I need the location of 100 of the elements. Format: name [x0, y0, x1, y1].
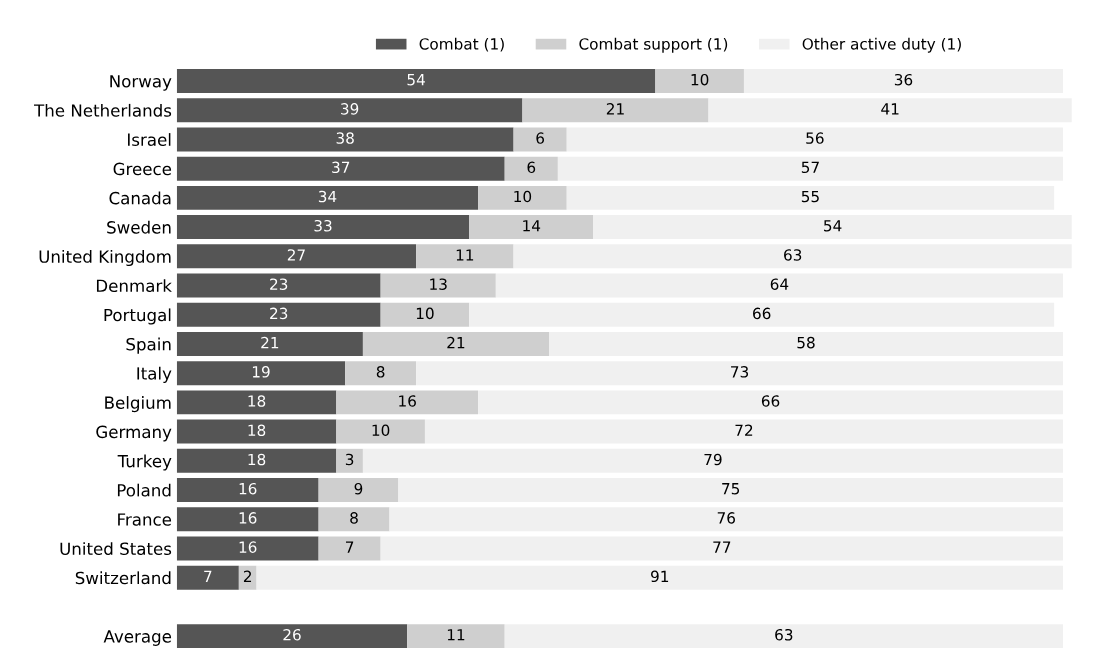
y-tick-label: Portugal — [104, 308, 171, 325]
bar — [495, 273, 1063, 298]
data-label: 6 — [536, 132, 545, 144]
data-label: 18 — [248, 395, 266, 407]
bar — [522, 98, 709, 123]
data-label: 7 — [346, 541, 354, 553]
bar — [504, 156, 558, 181]
bar — [424, 419, 1063, 444]
data-label: 18 — [248, 424, 266, 437]
data-label: 23 — [270, 307, 288, 320]
data-label: 91 — [651, 570, 669, 583]
bar — [549, 331, 1063, 356]
bar — [655, 69, 744, 93]
bar — [557, 156, 1063, 181]
y-tick-label: Denmark — [96, 279, 172, 293]
y-tick-label: Greece — [113, 162, 172, 176]
data-label: 10 — [514, 190, 532, 203]
data-label: 38 — [336, 132, 354, 144]
y-tick-label: Spain — [126, 337, 171, 354]
bar — [176, 127, 514, 152]
data-label: 16 — [399, 395, 416, 407]
y-tick-label: United Kingdom — [39, 249, 171, 267]
bar — [478, 185, 567, 210]
data-label: 63 — [784, 249, 802, 261]
bar — [416, 361, 1063, 386]
data-label: 10 — [691, 73, 709, 86]
bar — [176, 565, 239, 590]
bar — [176, 69, 656, 93]
data-label: 9 — [354, 482, 363, 495]
data-label: 33 — [314, 219, 332, 232]
data-label: 37 — [332, 161, 350, 174]
bar — [469, 302, 1055, 327]
data-label: 13 — [430, 278, 447, 290]
data-label: 14 — [523, 220, 541, 232]
bar — [176, 244, 417, 269]
bar — [176, 507, 319, 532]
data-label: 57 — [801, 161, 819, 174]
data-label: 7 — [204, 570, 212, 582]
data-label: 2 — [243, 570, 252, 582]
bar — [407, 624, 505, 649]
y-tick-label: Belgium — [105, 396, 171, 413]
y-tick-label: Switzerland — [75, 571, 171, 585]
data-label: 8 — [350, 512, 358, 524]
data-label: 18 — [248, 453, 266, 466]
data-label: 39 — [341, 103, 359, 115]
bar — [566, 127, 1063, 152]
data-label: 10 — [416, 307, 434, 320]
data-label: 76 — [717, 512, 735, 524]
data-label: 34 — [318, 190, 337, 203]
bar — [256, 565, 1063, 590]
bar — [380, 302, 470, 327]
bar — [504, 624, 1063, 649]
legend-label: Combat support (1) — [579, 37, 728, 53]
data-label: 72 — [735, 424, 753, 436]
data-label: 66 — [753, 307, 771, 320]
bar — [336, 390, 479, 415]
data-label: 23 — [270, 278, 288, 290]
data-label: 66 — [761, 395, 780, 407]
data-label: 6 — [527, 161, 536, 174]
data-label: 21 — [606, 103, 624, 115]
bar — [469, 215, 594, 240]
bar — [398, 478, 1063, 503]
data-label: 56 — [806, 132, 824, 144]
data-label: 16 — [239, 512, 257, 524]
data-label: 3 — [345, 453, 354, 466]
data-label: 77 — [713, 541, 731, 553]
bar — [336, 448, 363, 473]
data-label: 63 — [775, 628, 793, 641]
y-tick-label: Turkey — [117, 454, 172, 471]
bar — [176, 478, 319, 503]
bar — [176, 361, 346, 386]
bar — [416, 244, 514, 269]
data-label: 8 — [376, 366, 385, 378]
data-label: 26 — [283, 628, 301, 641]
bar — [478, 390, 1063, 415]
data-label: 58 — [797, 336, 815, 349]
data-label: 16 — [239, 482, 257, 495]
bar — [176, 273, 381, 298]
data-label: 79 — [704, 453, 722, 466]
legend-label: Combat (1) — [419, 37, 504, 52]
bar — [176, 98, 523, 123]
bar — [380, 536, 1063, 561]
y-tick-label: Italy — [137, 366, 172, 383]
bar — [176, 624, 408, 649]
bar — [362, 331, 549, 356]
bar — [176, 536, 319, 561]
data-label: 75 — [722, 483, 740, 495]
y-tick-label: Canada — [109, 191, 171, 205]
bar — [176, 331, 363, 356]
bar — [176, 448, 337, 473]
bar — [176, 156, 505, 181]
bar — [176, 302, 381, 327]
bar — [318, 478, 399, 503]
data-label: 41 — [881, 103, 899, 115]
data-label: 55 — [801, 190, 819, 203]
y-tick-label: Israel — [128, 133, 171, 147]
y-tick-label: Sweden — [107, 220, 171, 234]
bar — [176, 185, 479, 210]
bar — [336, 419, 425, 444]
data-label: 54 — [824, 220, 842, 232]
